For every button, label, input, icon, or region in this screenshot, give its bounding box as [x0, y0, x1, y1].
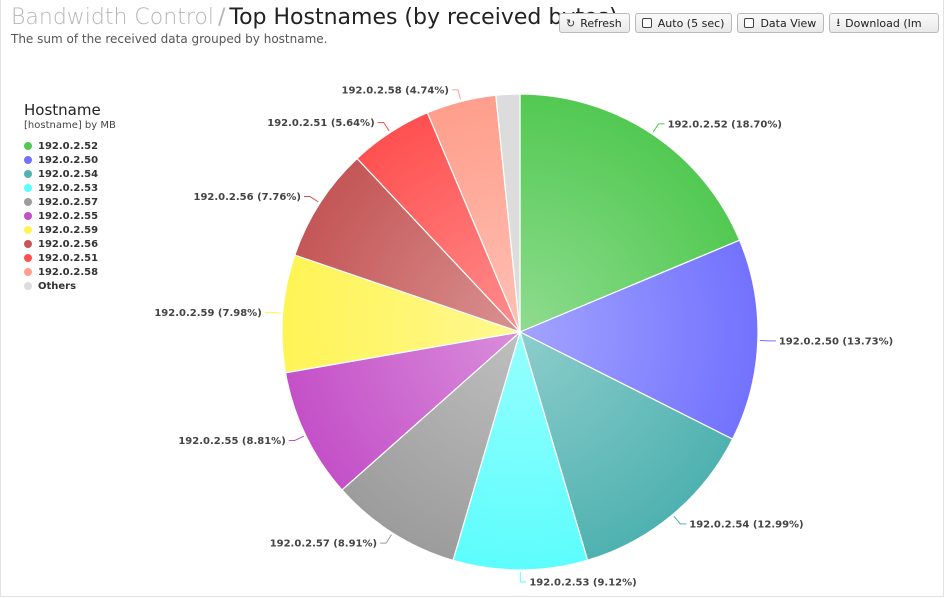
legend-label: 192.0.2.55 — [38, 210, 99, 222]
slice-label: 192.0.2.59 (7.98%) — [154, 308, 261, 319]
refresh-icon: ↻ — [566, 16, 576, 30]
legend-label: 192.0.2.56 — [38, 238, 99, 250]
label-connector — [264, 311, 281, 314]
auto-refresh-toggle[interactable]: Auto (5 sec) — [634, 13, 733, 33]
pie-slice-192-0-2-57[interactable] — [341, 330, 522, 562]
label-connector — [380, 534, 392, 544]
pie-slice-192-0-2-50[interactable] — [518, 239, 759, 440]
slice-label: 192.0.2.53 (9.12%) — [529, 577, 636, 588]
legend-item[interactable]: 192.0.2.59 — [24, 223, 116, 237]
data-view-toggle[interactable]: Data View — [737, 13, 825, 33]
auto-refresh-label: Auto (5 sec) — [657, 16, 725, 30]
download-icon: ⭳ — [836, 15, 841, 29]
slice-label: 192.0.2.51 (5.64%) — [267, 118, 374, 129]
legend-label: 192.0.2.50 — [38, 154, 99, 166]
breadcrumb-separator: / — [217, 5, 226, 30]
legend-title: Hostname — [24, 101, 101, 119]
legend-dot — [24, 254, 32, 262]
legend-label: 192.0.2.58 — [38, 266, 99, 278]
slice-label: 192.0.2.50 (13.73%) — [779, 336, 893, 347]
legend-items: 192.0.2.52 192.0.2.50 192.0.2.54 192.0.2.53… — [24, 139, 116, 293]
pie-slice-192-0-2-55[interactable] — [284, 331, 522, 491]
legend-item[interactable]: 192.0.2.54 — [24, 167, 116, 181]
legend-dot — [24, 142, 32, 150]
chart-title: Top Hostnames (by received bytes) — [229, 5, 618, 30]
legend-label: 192.0.2.54 — [38, 168, 99, 180]
legend-label: Others — [38, 280, 77, 292]
download-label: Download (Im — [845, 16, 922, 30]
checkbox-icon — [744, 18, 755, 28]
label-connector — [673, 515, 687, 525]
legend-item[interactable]: 192.0.2.57 — [24, 195, 116, 209]
slice-label: 192.0.2.52 (18.70%) — [668, 119, 782, 130]
pie-slice-192-0-2-54[interactable] — [519, 330, 734, 561]
legend-dot — [24, 156, 32, 164]
page-header: Bandwidth Control / Top Hostnames (by rece… — [11, 4, 618, 32]
legend-dot — [24, 282, 32, 290]
refresh-label: Refresh — [580, 16, 622, 30]
label-connector — [377, 121, 390, 132]
page-subtitle: The sum of the received data grouped by … — [11, 32, 328, 46]
data-view-label: Data View — [760, 16, 817, 30]
legend-item[interactable]: 192.0.2.50 — [24, 153, 116, 167]
legend-label: 192.0.2.57 — [38, 196, 99, 208]
label-connector — [652, 123, 665, 133]
download-button[interactable]: ⭳ Download (Im — [829, 13, 940, 33]
slice-label: 192.0.2.55 (8.81%) — [178, 436, 285, 447]
pie-slice-192-0-2-56[interactable] — [294, 157, 521, 333]
pie-slice-192-0-2-52[interactable] — [519, 93, 741, 333]
pie-slice-192-0-2-59[interactable] — [281, 254, 521, 374]
legend-item[interactable]: 192.0.2.55 — [24, 209, 116, 223]
legend-label: 192.0.2.53 — [38, 182, 99, 194]
legend-dot — [24, 212, 32, 220]
slice-label: 192.0.2.56 (7.76%) — [194, 192, 301, 203]
pie-slice-others[interactable] — [495, 93, 521, 333]
legend-item[interactable]: 192.0.2.58 — [24, 265, 116, 279]
slice-label: 192.0.2.54 (12.99%) — [689, 519, 803, 530]
pie-slice-192-0-2-53[interactable] — [452, 329, 589, 571]
legend-item[interactable]: Others — [24, 279, 116, 293]
slice-label: 192.0.2.57 (8.91%) — [270, 539, 377, 550]
legend-label: 192.0.2.59 — [38, 224, 99, 236]
legend-item[interactable]: 192.0.2.56 — [24, 237, 116, 251]
label-connector — [451, 89, 461, 100]
legend-label: 192.0.2.52 — [38, 140, 99, 152]
legend-dot — [24, 198, 32, 206]
label-connector — [519, 571, 527, 583]
legend: Hostname [hostname] by MB 192.0.2.52 192.… — [24, 101, 116, 293]
legend-item[interactable]: 192.0.2.51 — [24, 251, 116, 265]
page-title: Bandwidth Control / Top Hostnames (by rece… — [11, 4, 618, 32]
slice-label: 192.0.2.58 (4.74%) — [342, 85, 449, 96]
legend-label: 192.0.2.51 — [38, 252, 99, 264]
legend-dot — [24, 268, 32, 276]
legend-item[interactable]: 192.0.2.53 — [24, 181, 116, 195]
legend-item[interactable]: 192.0.2.52 — [24, 139, 116, 153]
label-connector — [288, 435, 304, 442]
legend-dot — [24, 184, 32, 192]
legend-dot — [24, 170, 32, 178]
label-connector — [303, 195, 319, 203]
checkbox-icon — [641, 18, 652, 28]
toolbar: ↻ Refresh Auto (5 sec) Data View ⭳ Downl… — [559, 13, 940, 33]
refresh-button[interactable]: ↻ Refresh — [559, 13, 630, 33]
legend-dot — [24, 240, 32, 248]
legend-dot — [24, 226, 32, 234]
breadcrumb[interactable]: Bandwidth Control — [11, 5, 214, 30]
legend-subtitle: [hostname] by MB — [24, 120, 116, 131]
